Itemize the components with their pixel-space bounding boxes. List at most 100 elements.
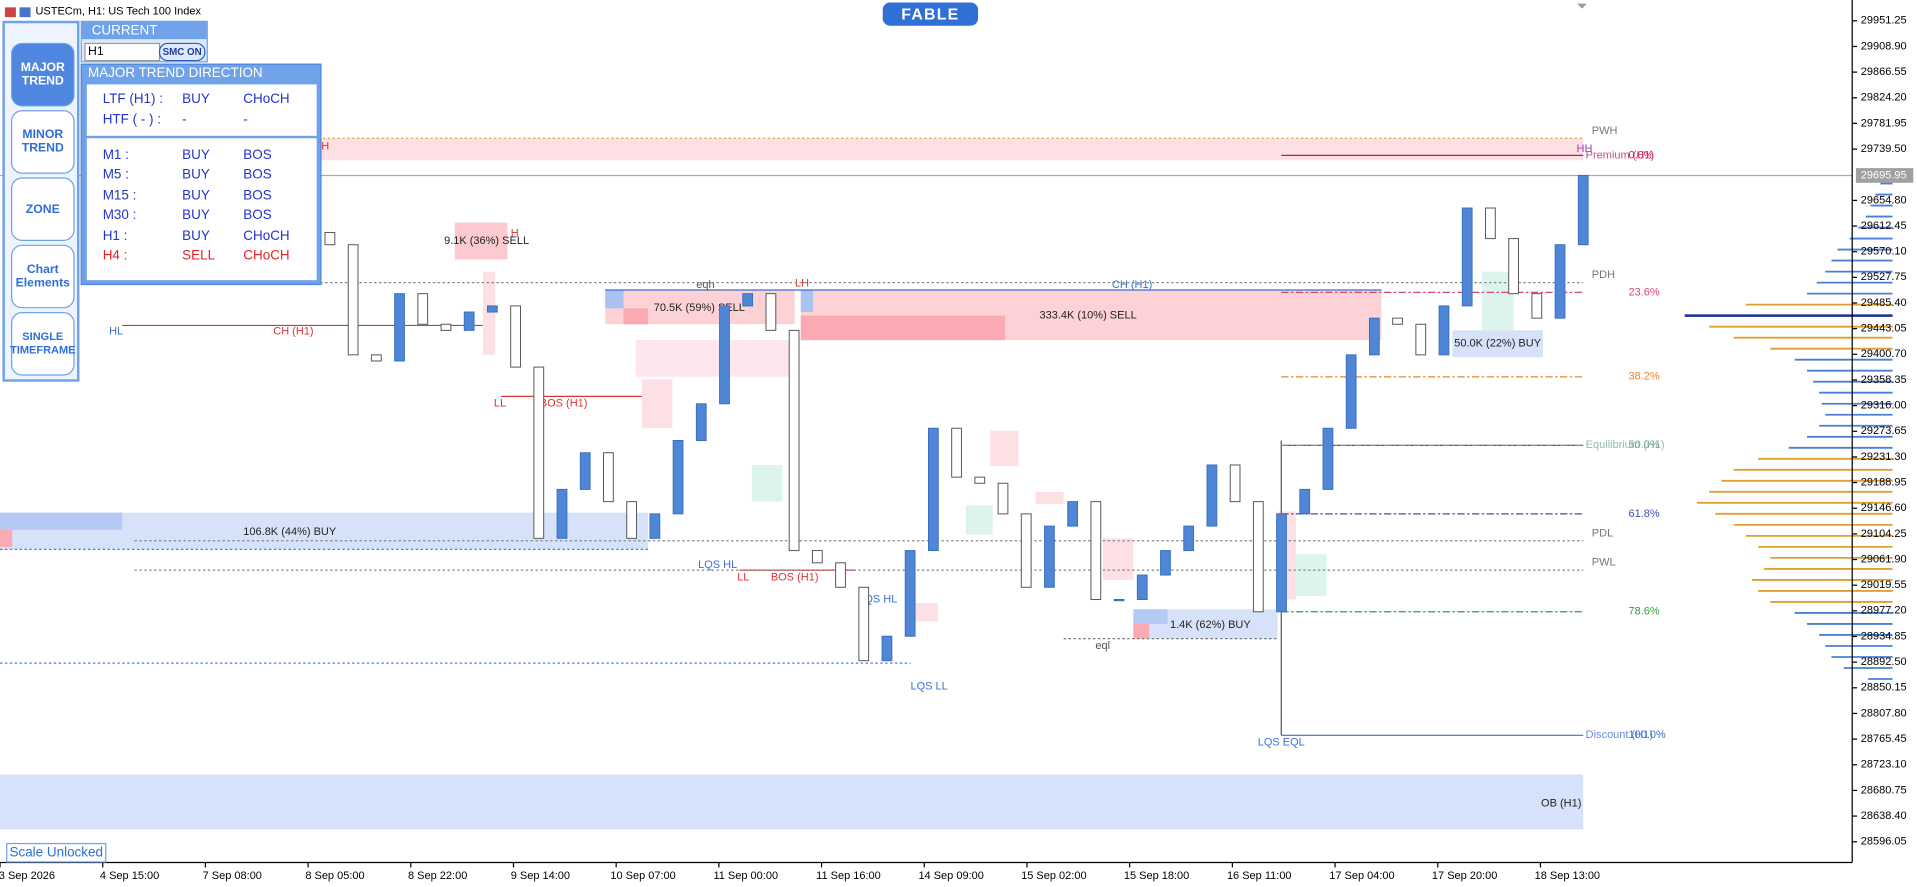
zone-label: 106.8K (44%) BUY (243, 526, 337, 538)
trend-cell: BUY (182, 228, 210, 243)
y-tick-label: 29527.75 (1861, 271, 1907, 283)
trend-cell: BUY (182, 188, 210, 203)
candle (1044, 525, 1055, 588)
annotation: LL (737, 571, 749, 583)
trend-cell: HTF ( - ) : (102, 112, 161, 128)
trend-row: M30 : BUY BOS (87, 208, 317, 228)
annotation: LL (494, 398, 506, 410)
brand-button[interactable]: FABLE (882, 2, 979, 26)
sidebar-button[interactable]: Chart Elements (11, 244, 75, 309)
x-tick-label: 11 Sep 16:00 (816, 870, 881, 882)
x-tick-label: 16 Sep 11:00 (1227, 870, 1292, 882)
candle (672, 440, 684, 515)
trend-panel: MAJOR TREND DIRECTION LTF (H1) : BUY CHoCH… (80, 63, 322, 286)
annotation: BOS (H1) (540, 398, 588, 410)
zone (990, 430, 1019, 467)
trend-row: LTF (H1) : BUY CHoCH (87, 92, 317, 112)
trend-cell: - (182, 112, 187, 128)
y-tick-label: 29908.90 (1861, 40, 1907, 52)
annotation: HH (1577, 143, 1593, 155)
candle (626, 501, 638, 539)
trend-cell: CHoCH (243, 248, 290, 264)
candle (1577, 174, 1589, 246)
candle (1392, 317, 1403, 325)
annotation: eql (1095, 640, 1110, 652)
y-tick-label: 29781.95 (1861, 117, 1907, 129)
candle (486, 305, 498, 313)
zone (1102, 538, 1134, 580)
candle (858, 586, 870, 662)
y-tick-label: 28934.85 (1861, 630, 1907, 642)
x-tick-label: 7 Sep 08:00 (203, 870, 262, 882)
fib-label: 78.6% (1628, 606, 1659, 618)
sidebar-button[interactable]: MINOR TREND (11, 110, 75, 174)
key-level-label: PDL (1592, 527, 1613, 539)
candle (579, 452, 591, 490)
candle (1090, 501, 1102, 601)
y-tick-label: 29485.40 (1861, 297, 1907, 309)
trend-row: H4 : SELL CHoCH (87, 248, 317, 268)
candle (788, 329, 800, 552)
y-tick-label: 29273.65 (1861, 425, 1907, 437)
candle (1508, 238, 1519, 295)
candle (1531, 293, 1543, 319)
sidebar-button[interactable]: MAJOR TREND (11, 42, 75, 107)
x-tick-label: 3 Sep 2026 (0, 870, 55, 882)
fib-label: 61.8% (1628, 508, 1659, 520)
trend-cell: M1 : (102, 148, 129, 163)
y-tick-label: 29612.45 (1861, 220, 1907, 232)
candle (742, 293, 754, 307)
candle (1276, 513, 1287, 613)
zone (800, 315, 1005, 341)
panel-title: CURRENT (81, 22, 207, 40)
candle (463, 311, 475, 331)
candle (1345, 354, 1357, 429)
sidebar-button[interactable]: SINGLE TIMEFRAME (10, 311, 76, 376)
y-tick-label: 29951.25 (1861, 15, 1907, 27)
smc-toggle[interactable]: SMC ON (158, 42, 206, 62)
candle (394, 293, 405, 362)
x-tick-label: 14 Sep 09:00 (918, 870, 983, 882)
trend-cell: M15 : (102, 188, 137, 203)
annotation: CH (H1) (273, 325, 313, 337)
zone-label: 333.4K (10%) SELL (1039, 310, 1136, 322)
timeframe-select[interactable]: H1 (84, 42, 161, 62)
x-tick-label: 9 Sep 14:00 (511, 870, 570, 882)
candle (324, 231, 336, 246)
trend-cell: BOS (243, 188, 272, 203)
candle (1206, 464, 1218, 527)
candle (1113, 599, 1125, 602)
zone (910, 603, 938, 622)
trend-cell: - (243, 112, 248, 128)
zone (965, 505, 993, 535)
zone-name: Discount (H1) (1586, 729, 1653, 741)
candle (904, 550, 916, 637)
candle (370, 354, 382, 362)
candle (533, 366, 545, 539)
zone (635, 340, 795, 377)
candle (1485, 207, 1496, 240)
trend-cell: CHoCH (243, 228, 290, 243)
candle (1252, 501, 1264, 613)
y-tick-label: 29400.70 (1861, 348, 1907, 360)
candle (1183, 525, 1195, 552)
trend-cell: BOS (243, 208, 272, 223)
price-tag (1855, 168, 1914, 183)
x-tick-label: 11 Sep 00:00 (713, 870, 778, 882)
summary-box: LTF (H1) : BUY CHoCH HTF ( - ) : - - (86, 84, 317, 136)
y-tick-label: 29443.05 (1861, 323, 1907, 335)
trend-cell: BUY (182, 91, 210, 107)
x-tick-label: 17 Sep 04:00 (1329, 870, 1394, 882)
y-tick-label: 29146.60 (1861, 502, 1907, 514)
zone (623, 308, 648, 325)
x-tick-label: 10 Sep 07:00 (610, 870, 675, 882)
scale-status[interactable]: Scale Unlocked (6, 842, 107, 863)
trend-row: M15 : BUY BOS (87, 188, 317, 208)
sidebar: MAJOR TREND MINOR TREND ZONE Chart Eleme… (2, 20, 80, 382)
candle (997, 482, 1009, 515)
x-tick-label: 8 Sep 22:00 (408, 870, 467, 882)
sidebar-button[interactable]: ZONE (11, 177, 75, 242)
y-tick-label: 29061.90 (1861, 553, 1907, 565)
x-tick-label: 15 Sep 02:00 (1021, 870, 1086, 882)
annotation: H (511, 228, 519, 240)
